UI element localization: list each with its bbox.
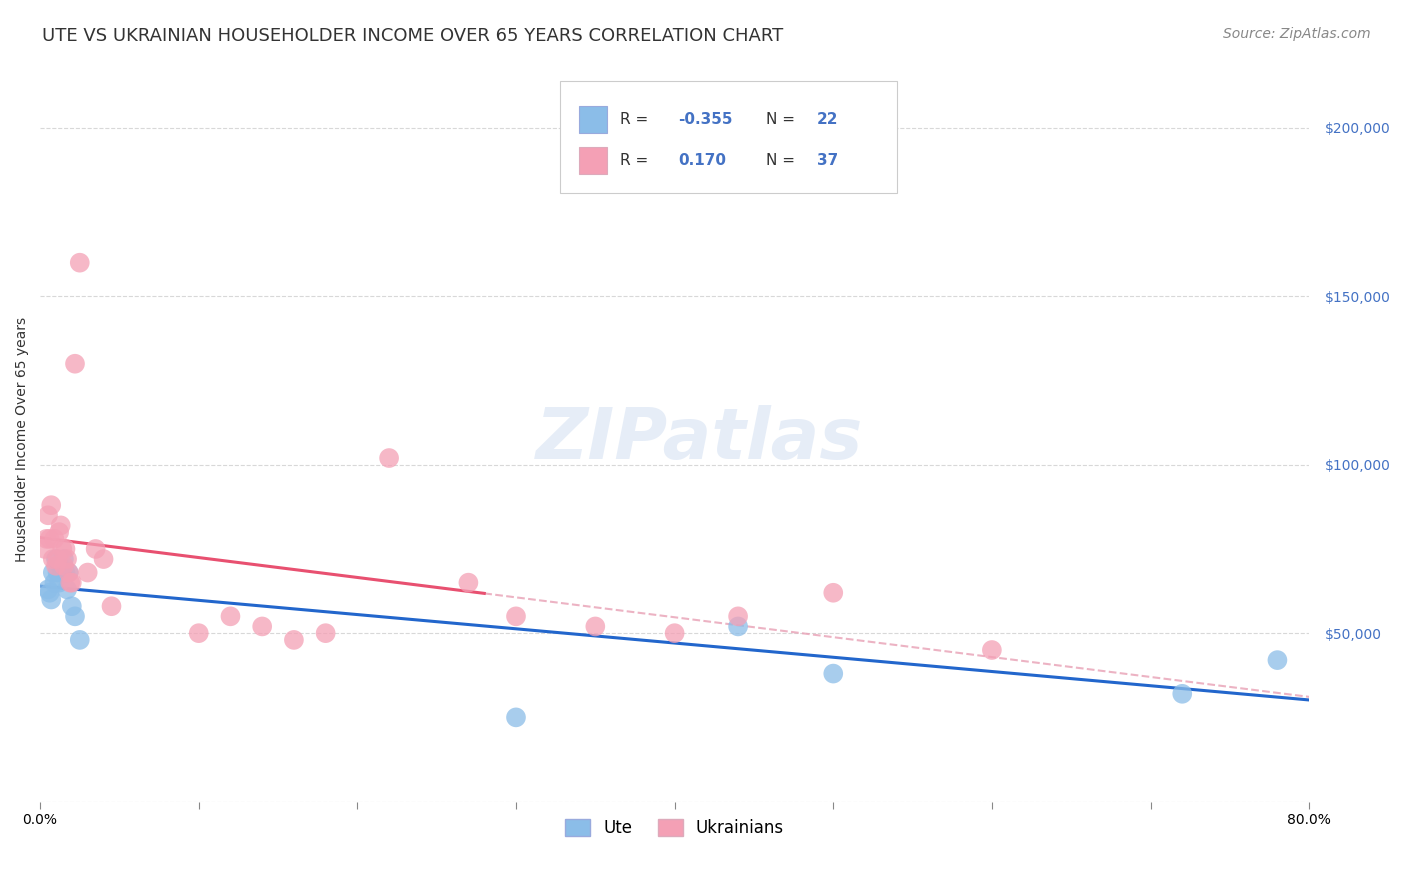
Point (59, 575, 82, 590)
Point (44, 575, 66, 590)
Point (823, 666, 845, 681)
Point (58, 566, 80, 580)
Text: R =: R = (620, 153, 654, 169)
Point (38, 586, 60, 600)
Point (44, 532, 66, 546)
Point (63, 357, 86, 371)
Point (84, 541, 107, 556)
Point (48, 525, 70, 540)
Point (49, 558, 72, 573)
Point (60, 599, 83, 614)
Y-axis label: Householder Income Over 65 years: Householder Income Over 65 years (15, 317, 30, 562)
Point (219, 609, 242, 624)
Point (76, 566, 98, 580)
Point (56, 582, 79, 597)
Text: 37: 37 (817, 153, 838, 169)
Point (1267, 653, 1289, 667)
FancyBboxPatch shape (561, 81, 897, 194)
Point (37, 508, 59, 523)
Point (378, 450, 401, 465)
Point (37, 582, 59, 597)
Point (45, 552, 67, 566)
FancyBboxPatch shape (579, 105, 607, 133)
Point (34, 541, 56, 556)
Point (42, 552, 65, 566)
Point (505, 710, 527, 724)
Point (46, 552, 69, 566)
Point (52, 558, 75, 573)
Point (42, 566, 65, 580)
Point (48, 575, 70, 590)
Point (69, 255, 91, 269)
Point (58, 566, 80, 580)
Point (457, 575, 479, 590)
Point (980, 643, 1002, 657)
Text: -0.355: -0.355 (679, 112, 733, 127)
Point (63, 609, 86, 624)
Text: N =: N = (766, 112, 800, 127)
Point (51, 566, 73, 580)
Point (51, 541, 73, 556)
Text: R =: R = (620, 112, 654, 127)
Text: 0.170: 0.170 (679, 153, 727, 169)
Point (727, 619, 749, 633)
Legend: Ute, Ukrainians: Ute, Ukrainians (558, 813, 790, 844)
Point (823, 586, 845, 600)
Text: UTE VS UKRAINIAN HOUSEHOLDER INCOME OVER 65 YEARS CORRELATION CHART: UTE VS UKRAINIAN HOUSEHOLDER INCOME OVER… (42, 27, 783, 45)
Point (39, 592, 62, 607)
Point (39, 498, 62, 512)
Point (55, 541, 77, 556)
Point (52, 552, 75, 566)
Point (69, 632, 91, 647)
Point (60, 575, 83, 590)
Point (56, 552, 79, 566)
Text: N =: N = (766, 153, 800, 169)
Point (664, 626, 686, 640)
Point (93, 552, 115, 566)
Point (49, 518, 72, 533)
Point (315, 626, 337, 640)
Point (283, 632, 305, 647)
Point (55, 566, 77, 580)
Point (46, 566, 69, 580)
Point (505, 609, 527, 624)
Point (727, 609, 749, 624)
FancyBboxPatch shape (579, 147, 607, 175)
Text: Source: ZipAtlas.com: Source: ZipAtlas.com (1223, 27, 1371, 41)
Point (100, 599, 122, 614)
Point (1171, 687, 1194, 701)
Text: 22: 22 (817, 112, 838, 127)
Point (187, 626, 209, 640)
Point (38, 532, 60, 546)
Point (35, 532, 58, 546)
Point (250, 619, 273, 633)
Point (45, 558, 67, 573)
Text: ZIPatlas: ZIPatlas (536, 405, 863, 474)
Point (583, 619, 606, 633)
